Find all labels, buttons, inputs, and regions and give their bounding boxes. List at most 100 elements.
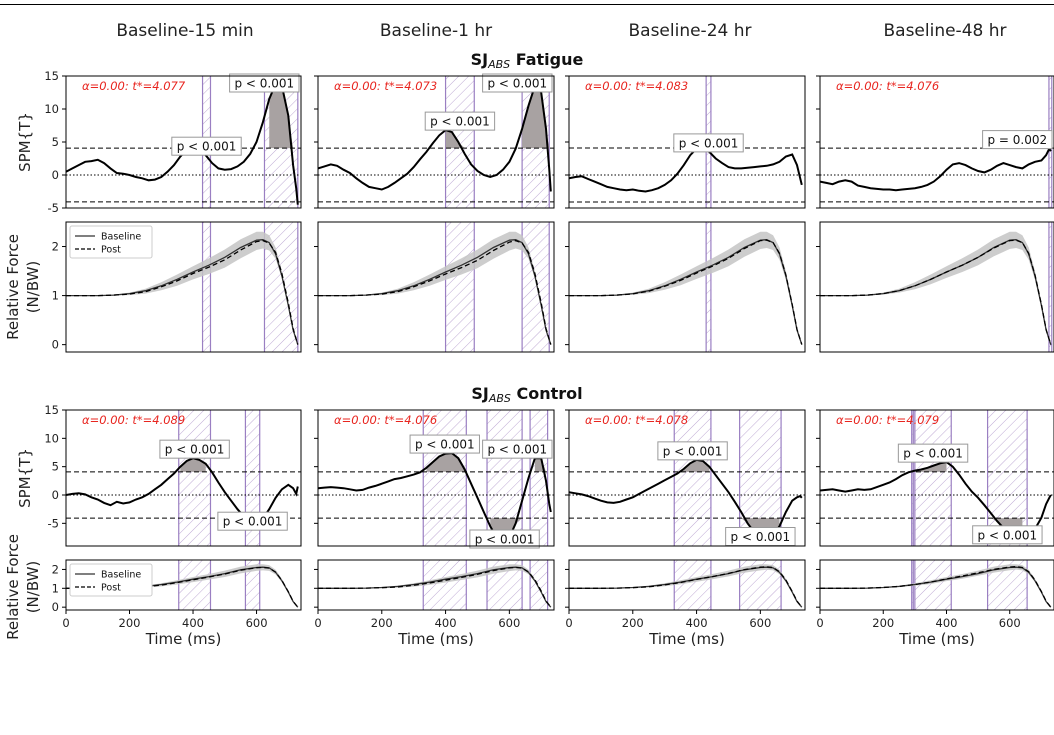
- y-tick-label: 0: [52, 168, 59, 182]
- p-value-label: p < 0.001: [978, 528, 1038, 542]
- baseline-curve: [820, 239, 1052, 345]
- x-tick-label: 400: [182, 616, 204, 630]
- p-value-box: [171, 136, 242, 156]
- y-tick-label: 5: [52, 460, 59, 474]
- x-tick-label: 200: [371, 616, 393, 630]
- spm-ylabel-fatigue: SPM{T}: [16, 112, 34, 172]
- x-tick-label: 400: [686, 616, 708, 630]
- baseline-curve: [569, 239, 803, 345]
- force-ylabel-fatigue-2: (N/BW): [24, 261, 42, 314]
- spm-curve: [318, 452, 552, 543]
- p-value-box: [469, 529, 540, 549]
- p-value-label: p < 0.001: [430, 115, 490, 129]
- stat-threshold-text: α=0.00: t*=4.077: [82, 79, 186, 93]
- p-value-box: [482, 73, 553, 93]
- p-value-label: p < 0.001: [234, 77, 294, 91]
- y-tick-label: 0: [52, 338, 59, 352]
- top-rule: [0, 4, 1054, 5]
- force-ylabel-control-2: (N/BW): [24, 561, 42, 614]
- p-value-box: [217, 511, 288, 531]
- panel-control-3-spm: α=0.00: t*=4.079 p < 0.001 p < 0.001: [816, 409, 1054, 547]
- axes-frame: [568, 559, 806, 611]
- suprathreshold-area: [445, 130, 472, 149]
- stat-threshold-text: α=0.00: t*=4.078: [585, 413, 688, 427]
- y-tick-label: 0: [52, 600, 59, 614]
- cluster-region: [674, 410, 711, 546]
- p-value-label: p < 0.001: [663, 444, 723, 458]
- p-value-label: p < 0.001: [223, 515, 283, 529]
- p-value-box: [159, 439, 230, 459]
- post-curve: [569, 566, 803, 608]
- y-tick-label: 0: [52, 488, 59, 502]
- p-value-label: p < 0.001: [487, 443, 547, 457]
- column-title-1: Baseline-1 hr: [380, 21, 492, 41]
- x-tick-label: 0: [565, 616, 572, 630]
- cluster-region: [530, 560, 548, 610]
- panel-fatigue-2-spm: α=0.00: t*=4.083 p < 0.001: [565, 75, 806, 209]
- axes-frame: [819, 221, 1054, 353]
- axes-frame: [65, 221, 302, 353]
- panel-fatigue-1-force: [314, 221, 555, 353]
- post-curve: [820, 239, 1052, 345]
- cluster-region: [423, 560, 467, 610]
- x-tick-label: 0: [816, 616, 823, 630]
- x-tick-label: 600: [498, 616, 520, 630]
- panel-fatigue-1-spm: α=0.00: t*=4.073 p < 0.001 p < 0.001: [314, 73, 555, 209]
- panel-control-1-force: 0 200 400 600 Time (ms): [314, 559, 555, 648]
- panel-control-1-spm: α=0.00: t*=4.076 p < 0.001 p < 0.001 p < 0.…: [314, 409, 555, 549]
- p-value-box: [424, 111, 496, 131]
- y-tick-label: 15: [44, 69, 59, 83]
- p-value-box: [982, 130, 1053, 150]
- cluster-region: [1048, 222, 1052, 352]
- panel-control-2-force: 0 200 400 600 Time (ms): [565, 559, 806, 648]
- x-tick-label: 400: [435, 616, 457, 630]
- p-value-label: p < 0.001: [475, 533, 535, 547]
- spm-curve: [820, 146, 1052, 192]
- y-tick-label: 15: [44, 403, 59, 417]
- y-tick-label: 2: [52, 240, 59, 254]
- column-title-3: Baseline-48 hr: [883, 21, 1006, 41]
- suprathreshold-area: [677, 459, 710, 472]
- p-value-label: p < 0.001: [731, 530, 791, 544]
- column-title-2: Baseline-24 hr: [628, 21, 751, 41]
- y-tick-label: 10: [44, 102, 59, 116]
- post-curve: [318, 566, 552, 608]
- cluster-region: [245, 560, 260, 610]
- stat-threshold-text: α=0.00: t*=4.089: [82, 413, 185, 427]
- post-curve: [820, 565, 1052, 608]
- cluster-region: [911, 410, 914, 546]
- x-axis-label: Time (ms): [397, 630, 474, 648]
- y-tick-label: 10: [44, 431, 59, 445]
- stat-threshold-text: α=0.00: t*=4.076: [836, 79, 939, 93]
- p-value-box: [409, 434, 480, 454]
- panel-fatigue-0-spm: α=0.00: t*=4.077 p < 0.001 p < 0.001 -5 0 5 10…: [44, 69, 302, 215]
- baseline-curve: [318, 239, 552, 345]
- stat-threshold-text: α=0.00: t*=4.079: [836, 413, 939, 427]
- cluster-region: [178, 410, 211, 546]
- axes-frame: [65, 409, 302, 547]
- spm-curve: [569, 146, 803, 193]
- p-value-box: [673, 133, 744, 153]
- axes-frame: [317, 221, 555, 353]
- section-title-1: SJABS Control: [471, 384, 582, 405]
- panel-fatigue-2-force: [565, 221, 806, 353]
- x-tick-label: 200: [872, 616, 894, 630]
- cluster-region: [674, 560, 711, 610]
- axes-frame: [568, 221, 806, 353]
- cluster-region: [706, 222, 711, 352]
- x-tick-label: 200: [119, 616, 141, 630]
- sd-band: [569, 231, 802, 345]
- axes-frame: [65, 559, 302, 611]
- x-axis-label: Time (ms): [648, 630, 725, 648]
- p-value-box: [897, 443, 969, 463]
- p-value-label: p = 0.002: [987, 133, 1047, 147]
- x-axis-label: Time (ms): [145, 630, 222, 648]
- legend-post-label: Post: [101, 245, 121, 256]
- x-tick-label: 200: [622, 616, 644, 630]
- x-tick-label: 600: [999, 616, 1021, 630]
- x-axis-label: Time (ms): [898, 630, 975, 648]
- p-value-label: p < 0.001: [487, 77, 547, 91]
- panel-control-0-force: Baseline Post 0 1 2 0 200 400 600 Time (ms): [52, 559, 302, 648]
- panel-fatigue-3-force: [816, 221, 1054, 353]
